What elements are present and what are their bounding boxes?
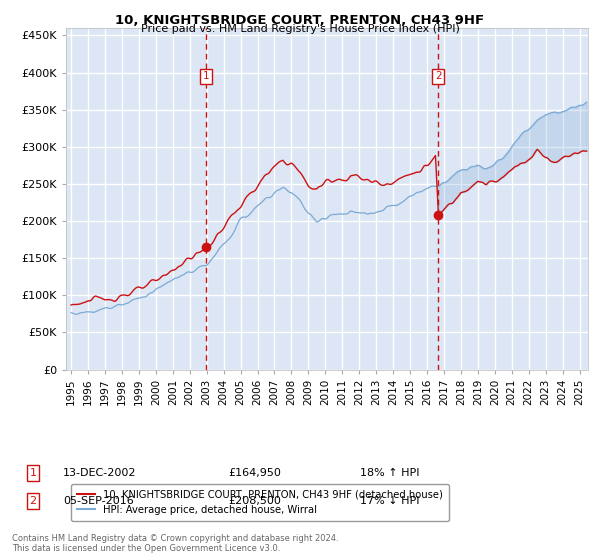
Text: 18% ↑ HPI: 18% ↑ HPI [360, 468, 419, 478]
Legend: 10, KNIGHTSBRIDGE COURT, PRENTON, CH43 9HF (detached house), HPI: Average price,: 10, KNIGHTSBRIDGE COURT, PRENTON, CH43 9… [71, 484, 449, 521]
Text: 2: 2 [435, 71, 442, 81]
Text: 1: 1 [203, 71, 209, 81]
Text: 2: 2 [29, 496, 37, 506]
Text: 05-SEP-2016: 05-SEP-2016 [63, 496, 134, 506]
Text: Price paid vs. HM Land Registry's House Price Index (HPI): Price paid vs. HM Land Registry's House … [140, 24, 460, 34]
Text: £164,950: £164,950 [228, 468, 281, 478]
Text: £208,500: £208,500 [228, 496, 281, 506]
Text: 17% ↓ HPI: 17% ↓ HPI [360, 496, 419, 506]
Text: Contains HM Land Registry data © Crown copyright and database right 2024.
This d: Contains HM Land Registry data © Crown c… [12, 534, 338, 553]
Text: 1: 1 [29, 468, 37, 478]
Text: 10, KNIGHTSBRIDGE COURT, PRENTON, CH43 9HF: 10, KNIGHTSBRIDGE COURT, PRENTON, CH43 9… [115, 14, 485, 27]
Text: 13-DEC-2002: 13-DEC-2002 [63, 468, 137, 478]
